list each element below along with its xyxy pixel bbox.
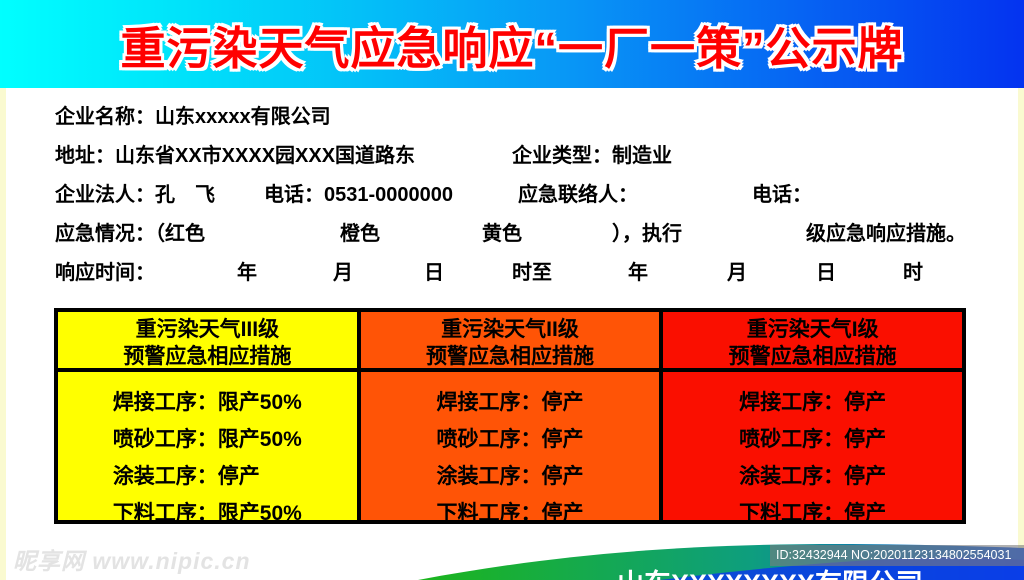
measure-line: 下料工序：停产 [436, 502, 584, 525]
measure-line: 喷砂工序：停产 [739, 428, 887, 451]
level3-title: 重污染天气III级 [135, 318, 280, 341]
time-unit-hour-to: 时至 [512, 262, 552, 284]
right-edge-strip [1018, 0, 1024, 580]
measure-line: 焊接工序：停产 [739, 391, 887, 414]
measure-line: 焊接工序：限产50% [112, 391, 302, 414]
measure-line: 喷砂工序：停产 [436, 428, 584, 451]
level3-column: 重污染天气III级 预警应急相应措施 焊接工序：限产50% 喷砂工序：限产50%… [58, 312, 357, 525]
response-time-label: 响应时间： [55, 262, 155, 284]
measure-line: 焊接工序：停产 [436, 391, 584, 414]
level1-column: 重污染天气I级 预警应急相应措施 焊接工序：停产 喷砂工序：停产 涂装工序：停产… [659, 312, 963, 525]
time-unit-year2: 年 [628, 262, 648, 284]
time-unit-month2: 月 [727, 262, 747, 284]
company-name-field: 企业名称：山东xxxxx有限公司 [55, 106, 331, 128]
level2-column: 重污染天气II级 预警应急相应措施 焊接工序：停产 喷砂工序：停产 涂装工序：停… [356, 312, 660, 525]
contact-phone-field: 电话： [752, 184, 812, 206]
level1-measures: 焊接工序：停产 喷砂工序：停产 涂装工序：停产 下料工序：停产 [663, 372, 962, 532]
level1-subtitle: 预警应急相应措施 [728, 345, 897, 368]
situation-prefix: 应急情况：（红色 [55, 223, 205, 245]
legal-person-field: 企业法人：孔 飞 [55, 184, 215, 206]
measure-line: 下料工序：限产50% [112, 502, 302, 525]
situation-tail: 级应急响应措施。 [806, 223, 966, 245]
title-banner: 重污染天气应急响应“一厂一策”公示牌 [0, 0, 1024, 88]
measure-line: 喷砂工序：限产50% [112, 428, 302, 451]
level2-measures: 焊接工序：停产 喷砂工序：停产 涂装工序：停产 下料工序：停产 [361, 372, 660, 532]
stock-id-badge: ID:32432944 NO:20201123134802554031 [770, 545, 1024, 566]
level3-subtitle: 预警应急相应措施 [123, 345, 292, 368]
time-unit-month1: 月 [333, 262, 353, 284]
time-unit-hour2: 时 [903, 262, 923, 284]
level1-header: 重污染天气I级 预警应急相应措施 [663, 312, 963, 372]
level2-header: 重污染天气II级 预警应急相应措施 [360, 312, 660, 372]
time-unit-year1: 年 [237, 262, 257, 284]
measure-line: 涂装工序：停产 [739, 465, 887, 488]
company-type-field: 企业类型：制造业 [512, 145, 672, 167]
level2-title: 重污染天气II级 [441, 318, 579, 341]
time-unit-day2: 日 [816, 262, 836, 284]
address-field: 地址：山东省XX市XXXX园XXX国道路东 [55, 145, 416, 167]
time-unit-day1: 日 [424, 262, 444, 284]
measure-line: 涂装工序：停产 [112, 465, 260, 488]
level3-header: 重污染天气III级 预警应急相应措施 [58, 312, 357, 372]
legal-phone-field: 电话：0531-0000000 [264, 184, 454, 206]
emergency-contact-field: 应急联络人： [518, 184, 638, 206]
measures-table: 重污染天气III级 预警应急相应措施 焊接工序：限产50% 喷砂工序：限产50%… [54, 308, 966, 525]
level2-subtitle: 预警应急相应措施 [426, 345, 594, 368]
situation-yellow: 黄色 [482, 223, 522, 245]
watermark-text: 昵享网 www.nipic.cn [13, 548, 251, 574]
measure-line: 下料工序：停产 [739, 502, 887, 525]
situation-orange: 橙色 [340, 223, 380, 245]
left-edge-strip [0, 0, 6, 580]
level3-measures: 焊接工序：限产50% 喷砂工序：限产50% 涂装工序：停产 下料工序：限产50% [58, 372, 357, 532]
page-title: 重污染天气应急响应“一厂一策”公示牌 [120, 22, 904, 74]
footer-company-name: 山东XXXXXXXX有限公司 [600, 562, 940, 580]
situation-exec: ），执行 [612, 223, 682, 245]
measure-line: 涂装工序：停产 [436, 465, 584, 488]
level1-title: 重污染天气I级 [746, 318, 879, 341]
